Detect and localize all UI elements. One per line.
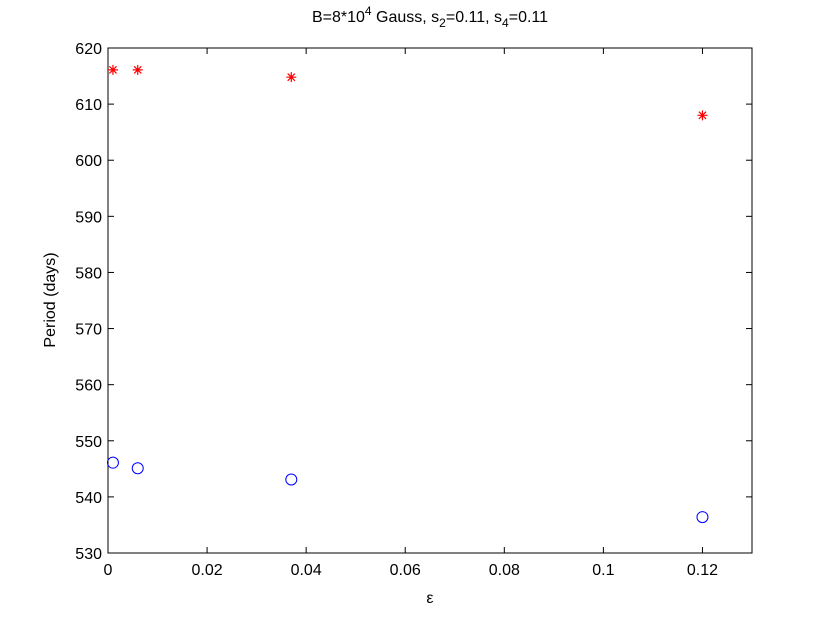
x-tick-label: 0.06	[390, 562, 421, 579]
x-tick-label: 0.12	[687, 562, 718, 579]
chart-title: B=8*104 Gauss, s2=0.11, s4=0.11	[312, 4, 548, 30]
x-tick-label: 0	[104, 562, 113, 579]
x-tick-label: 0.02	[192, 562, 223, 579]
title-part: Gauss, s	[372, 9, 440, 26]
title-part: 4	[365, 4, 372, 18]
y-axis-label: Period (days)	[42, 252, 59, 347]
y-tick-label: 590	[75, 209, 102, 226]
data-point	[131, 462, 144, 475]
x-tick-label: 0.08	[489, 562, 520, 579]
x-tick-label: 0.04	[291, 562, 322, 579]
data-point	[696, 511, 709, 524]
data-point	[106, 456, 119, 469]
y-tick-label: 560	[75, 378, 102, 395]
data-point	[107, 64, 118, 75]
data-point	[285, 473, 298, 486]
y-tick-label: 610	[75, 97, 102, 114]
y-tick-label: 550	[75, 434, 102, 451]
data-point	[286, 72, 297, 83]
title-part: 4	[502, 16, 509, 30]
title-part: B=8*10	[312, 9, 365, 26]
title-part: =0.11	[509, 9, 548, 26]
y-tick-label: 530	[75, 546, 102, 563]
y-tick-label: 620	[75, 41, 102, 58]
y-tick-label: 570	[75, 322, 102, 339]
data-point	[697, 110, 708, 121]
title-part: =0.11, s	[446, 9, 502, 26]
data-point	[132, 64, 143, 75]
plot-frame	[107, 47, 753, 554]
y-tick-label: 540	[75, 490, 102, 507]
y-tick-label: 580	[75, 265, 102, 282]
x-axis-label: ε	[426, 590, 433, 607]
x-tick-label: 0.1	[592, 562, 614, 579]
y-tick-label: 600	[75, 153, 102, 170]
title-part: 2	[439, 16, 446, 30]
